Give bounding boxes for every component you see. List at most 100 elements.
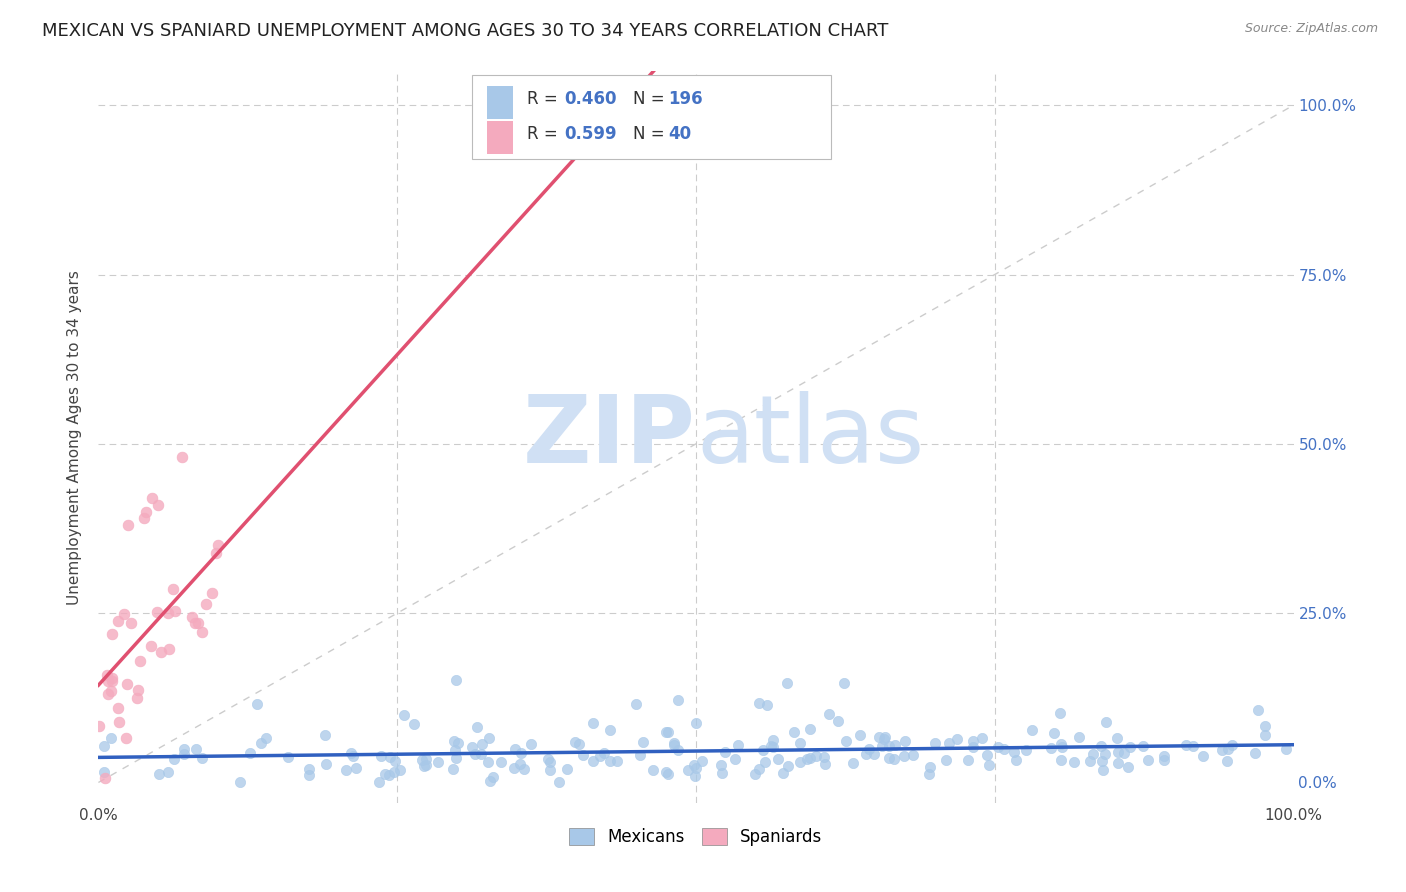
Point: [190, 750, 212, 764]
Point: [754, 756, 776, 770]
Point: [479, 773, 502, 788]
Point: [938, 736, 960, 750]
Point: [538, 755, 561, 769]
Point: [588, 748, 610, 763]
Text: 40: 40: [668, 125, 692, 143]
Point: [582, 754, 605, 768]
Point: [447, 736, 470, 750]
Point: [1118, 759, 1140, 773]
Point: [172, 450, 194, 465]
Point: [112, 607, 135, 622]
Point: [599, 754, 621, 768]
Point: [993, 741, 1015, 756]
Point: [163, 604, 186, 618]
Point: [503, 742, 526, 756]
Point: [789, 755, 811, 769]
Point: [139, 639, 162, 653]
Point: [879, 739, 901, 754]
FancyBboxPatch shape: [472, 75, 831, 159]
Text: atlas: atlas: [696, 391, 924, 483]
Point: [97, 687, 120, 701]
Point: [1153, 753, 1175, 767]
Point: [855, 747, 877, 761]
Point: [1094, 747, 1116, 762]
Point: [834, 734, 856, 748]
Point: [606, 754, 628, 768]
Text: 0.599: 0.599: [565, 125, 617, 143]
Point: [976, 748, 998, 763]
Point: [184, 616, 207, 631]
Point: [335, 763, 357, 777]
Point: [692, 754, 714, 768]
Point: [1091, 754, 1114, 768]
Point: [710, 758, 733, 772]
Point: [1216, 754, 1239, 768]
Point: [664, 738, 686, 752]
Point: [146, 605, 169, 619]
Point: [460, 740, 482, 755]
Point: [1107, 756, 1129, 770]
Point: [256, 731, 278, 745]
Point: [195, 597, 218, 611]
Point: [970, 731, 993, 745]
Point: [96, 674, 118, 689]
Point: [277, 750, 299, 764]
Point: [1049, 706, 1071, 720]
Point: [1136, 753, 1159, 767]
Point: [683, 768, 706, 782]
Text: R =: R =: [527, 125, 564, 143]
Point: [870, 739, 893, 753]
Point: [868, 731, 890, 745]
Point: [1063, 755, 1085, 769]
Text: MEXICAN VS SPANIARD UNEMPLOYMENT AMONG AGES 30 TO 34 YEARS CORRELATION CHART: MEXICAN VS SPANIARD UNEMPLOYMENT AMONG A…: [42, 22, 889, 40]
Point: [1050, 753, 1073, 767]
Point: [187, 615, 209, 630]
Point: [392, 707, 415, 722]
Point: [413, 759, 436, 773]
Point: [427, 756, 450, 770]
Point: [298, 763, 321, 777]
Point: [100, 684, 122, 698]
Point: [163, 752, 186, 766]
Point: [759, 739, 782, 753]
Point: [1191, 748, 1213, 763]
Point: [879, 750, 901, 764]
Point: [1005, 753, 1028, 767]
Point: [315, 757, 337, 772]
Point: [314, 727, 336, 741]
Point: [1050, 737, 1073, 751]
Point: [96, 668, 118, 682]
Point: [783, 724, 806, 739]
Point: [89, 719, 111, 733]
Text: ZIP: ZIP: [523, 391, 696, 483]
Point: [135, 505, 157, 519]
Point: [776, 758, 799, 772]
Point: [799, 723, 821, 737]
Point: [482, 770, 505, 784]
Point: [1002, 745, 1025, 759]
Point: [548, 775, 571, 789]
Point: [470, 747, 492, 761]
Point: [157, 764, 180, 779]
Point: [628, 747, 651, 762]
Point: [125, 691, 148, 706]
Point: [655, 765, 678, 780]
Point: [599, 723, 621, 737]
Point: [94, 771, 117, 785]
Point: [762, 740, 785, 755]
Point: [141, 491, 163, 505]
Point: [441, 762, 464, 776]
Point: [1254, 719, 1277, 733]
Point: [592, 746, 614, 760]
Point: [415, 752, 437, 766]
Point: [368, 775, 391, 789]
Point: [685, 761, 707, 775]
Point: [1254, 728, 1277, 742]
Point: [724, 752, 747, 766]
Point: [1112, 746, 1135, 760]
Point: [1043, 726, 1066, 740]
Point: [1067, 730, 1090, 744]
Point: [132, 511, 155, 525]
Point: [842, 756, 865, 770]
Point: [775, 676, 797, 690]
